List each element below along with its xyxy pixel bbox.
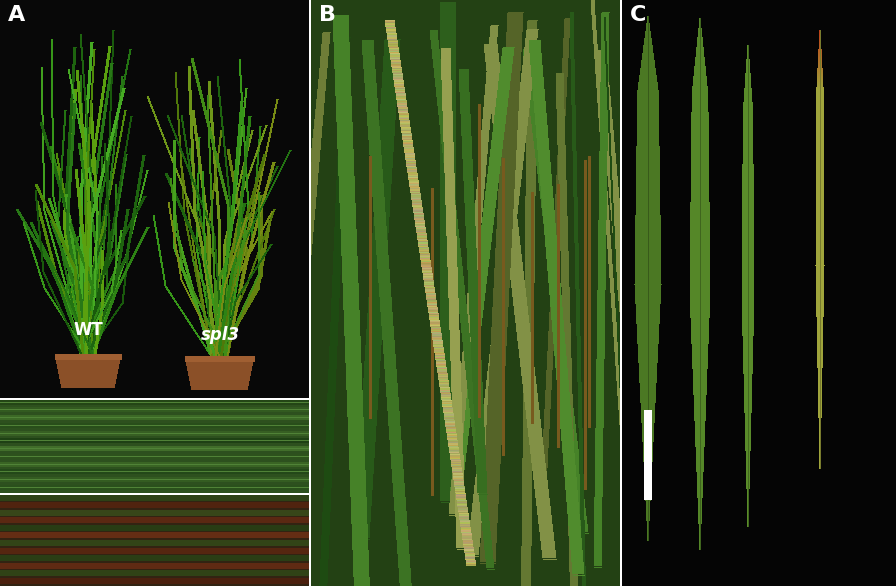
Text: A: A xyxy=(8,5,25,25)
Text: B: B xyxy=(319,5,336,25)
Text: spl3: spl3 xyxy=(201,326,239,344)
Text: WT: WT xyxy=(73,321,103,339)
Text: C: C xyxy=(630,5,646,25)
